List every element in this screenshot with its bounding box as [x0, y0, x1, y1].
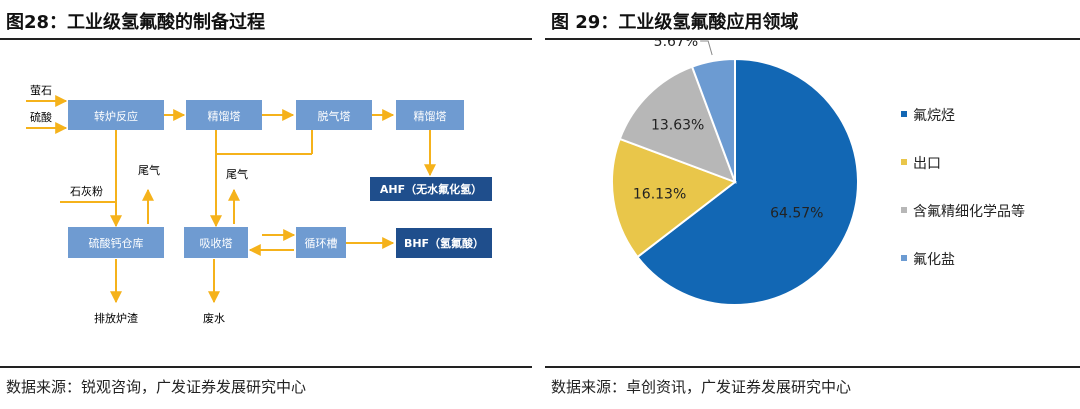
flow-arrows	[26, 95, 436, 304]
legend-swatch-2	[901, 159, 907, 165]
pie-slice-2	[611, 137, 738, 259]
svg-text:BHF（氢氟酸）: BHF（氢氟酸）	[404, 236, 484, 250]
output-slag: 排放炉渣	[94, 311, 138, 325]
box-rotary-kiln: 转炉反应	[68, 100, 164, 130]
figure-28-title: 图28：工业级氢氟酸的制备过程	[6, 12, 266, 33]
output-tail-gas-1: 尾气	[138, 163, 160, 177]
figure-29-bottom-rule	[545, 366, 1080, 368]
legend-swatch-3	[901, 207, 907, 213]
box-rectifier-2: 精馏塔	[396, 100, 464, 130]
process-flow-diagram: 萤石 硫酸 石灰粉 转炉反应 精馏塔 脱气塔 精馏塔 硫酸钙仓库 吸收塔	[26, 84, 492, 325]
figure-28-top-rule	[0, 38, 532, 40]
input-limestone-label: 石灰粉	[70, 184, 103, 198]
legend-label-2: 出口	[913, 156, 941, 172]
pie-slice-3	[618, 65, 737, 184]
figure-29-title: 图 29：工业级氢氟酸应用领域	[551, 12, 799, 33]
figure-29-top-rule	[545, 38, 1080, 40]
box-absorber: 吸收塔	[184, 227, 248, 258]
legend-label-1: 氟烷烃	[913, 108, 955, 124]
pie-labels: 64.57% 16.13% 13.63% 5.67%	[633, 40, 824, 221]
output-waste-water: 废水	[203, 311, 225, 325]
figure-28-source: 数据来源：锐观咨询，广发证券发展研究中心	[6, 378, 307, 396]
pie-slice-4	[690, 57, 736, 183]
svg-text:循环槽: 循环槽	[305, 237, 338, 250]
pie-slices	[611, 57, 859, 306]
figure-29-panel: 图 29：工业级氢氟酸应用领域 64.57% 16.13% 13.63% 5.67% …	[545, 0, 1080, 409]
svg-text:吸收塔: 吸收塔	[200, 236, 233, 250]
pie-data-label-4: 5.67%	[654, 40, 698, 50]
figure-28-bottom-rule	[0, 366, 532, 368]
svg-text:脱气塔: 脱气塔	[318, 109, 351, 123]
svg-text:精馏塔: 精馏塔	[208, 109, 241, 123]
box-ahf-product: AHF（无水氟化氢）	[370, 177, 492, 201]
box-circulation-tank: 循环槽	[296, 227, 346, 258]
svg-text:硫酸钙仓库: 硫酸钙仓库	[89, 236, 144, 250]
svg-text:转炉反应: 转炉反应	[94, 109, 138, 123]
figure-29-source: 数据来源：卓创资讯，广发证券发展研究中心	[551, 378, 852, 396]
svg-text:精馏塔: 精馏塔	[414, 109, 447, 123]
pie-data-label-3: 13.63%	[651, 118, 704, 134]
box-calcium-sulfate-bin: 硫酸钙仓库	[68, 227, 164, 258]
legend-label-4: 氟化盐	[913, 252, 955, 268]
box-degasser: 脱气塔	[296, 100, 372, 130]
legend-label-3: 含氟精细化学品等	[913, 203, 1025, 220]
figure-28-panel: 图28：工业级氢氟酸的制备过程	[0, 0, 532, 409]
svg-text:AHF（无水氟化氢）: AHF（无水氟化氢）	[380, 182, 482, 196]
input-sulfuric-acid-label: 硫酸	[30, 110, 52, 124]
legend-swatch-1	[901, 111, 907, 117]
legend-swatch-4	[901, 255, 907, 261]
pie-data-label-1: 64.57%	[770, 205, 823, 221]
input-fluorite-label: 萤石	[30, 84, 52, 97]
box-bhf-product: BHF（氢氟酸）	[396, 228, 492, 258]
pie-slice-1	[636, 57, 859, 306]
pie-data-label-2: 16.13%	[633, 186, 686, 202]
pie-leader-line	[700, 40, 713, 56]
output-tail-gas-2: 尾气	[226, 167, 248, 181]
box-rectifier-1: 精馏塔	[186, 100, 262, 130]
